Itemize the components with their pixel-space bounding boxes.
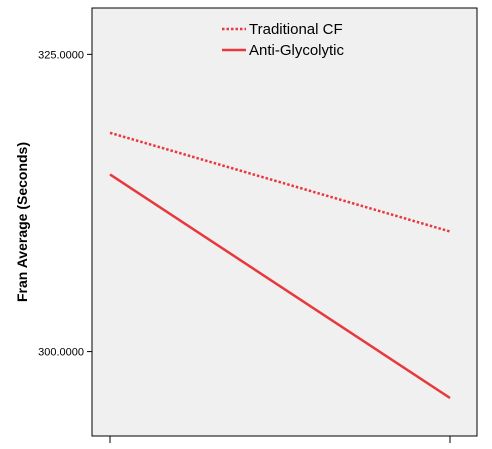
y-axis: 300.0000 325.0000 <box>38 49 92 359</box>
x-axis <box>109 436 451 443</box>
legend-label-1: Traditional CF <box>249 21 343 38</box>
legend-label-2: Anti-Glycolytic <box>249 42 345 59</box>
y-axis-title: Fran Average (Seconds) <box>14 142 30 302</box>
series-line-2 <box>109 173 451 400</box>
y-tick-label: 325.0000 <box>38 49 84 61</box>
legend: Traditional CF Anti-Glycolytic <box>222 21 345 59</box>
series-line-1 <box>109 131 451 233</box>
series-layer <box>109 131 451 400</box>
y-tick-label: 300.0000 <box>38 347 84 359</box>
